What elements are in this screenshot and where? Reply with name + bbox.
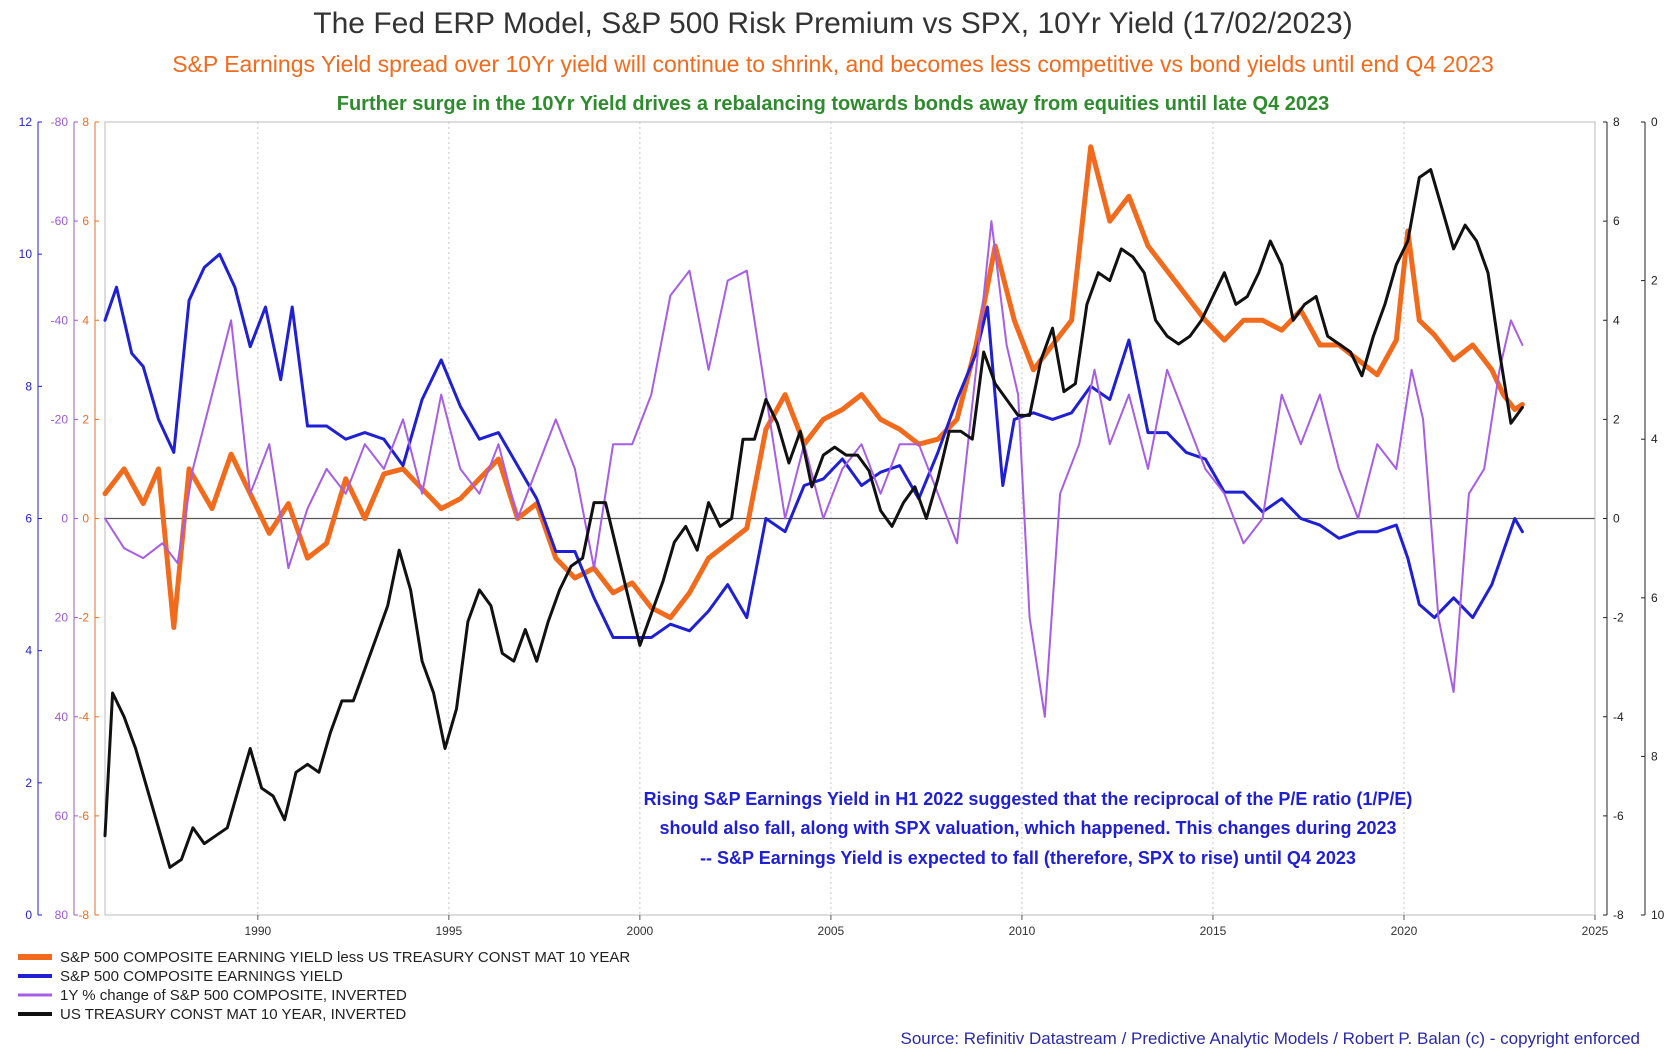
y-tick-label: 80 bbox=[55, 908, 69, 922]
y-tick-label: 2 bbox=[1651, 274, 1658, 288]
chart-subtitle: S&P Earnings Yield spread over 10Yr yiel… bbox=[172, 51, 1494, 77]
y-tick-label: 0 bbox=[61, 512, 68, 526]
y-tick-label: 8 bbox=[1651, 749, 1658, 763]
legend-label: 1Y % change of S&P 500 COMPOSITE, INVERT… bbox=[60, 987, 407, 1004]
x-tick-label: 2015 bbox=[1200, 924, 1227, 938]
series-line-111111 bbox=[103, 168, 1524, 869]
y-tick-label: -8 bbox=[78, 908, 89, 922]
legend-item: 1Y % change of S&P 500 COMPOSITE, INVERT… bbox=[18, 987, 407, 1004]
y-tick-label: -80 bbox=[51, 115, 69, 129]
y-tick-label: -2 bbox=[78, 611, 89, 625]
y-tick-label: 4 bbox=[82, 313, 89, 327]
y-tick-label: -6 bbox=[78, 809, 89, 823]
legend-label: US TREASURY CONST MAT 10 YEAR, INVERTED bbox=[60, 1006, 406, 1023]
annotation-line-1: Rising S&P Earnings Yield in H1 2022 sug… bbox=[644, 789, 1413, 809]
y-tick-label: 12 bbox=[19, 115, 33, 129]
y-tick-label: -2 bbox=[1613, 611, 1624, 625]
y-tick-label: 0 bbox=[25, 908, 32, 922]
y-tick-label: 10 bbox=[1651, 908, 1665, 922]
y-tick-label: 4 bbox=[1613, 313, 1620, 327]
y-tick-label: 2 bbox=[25, 776, 32, 790]
x-tick-label: 2005 bbox=[818, 924, 845, 938]
legend-label: S&P 500 COMPOSITE EARNING YIELD less US … bbox=[60, 949, 630, 966]
y-tick-label: 40 bbox=[55, 710, 69, 724]
y-tick-label: -6 bbox=[1613, 809, 1624, 823]
y-tick-label: 60 bbox=[55, 809, 69, 823]
y-tick-label: 0 bbox=[82, 512, 89, 526]
source-credit: Source: Refinitiv Datastream / Predictiv… bbox=[900, 1029, 1640, 1048]
series-line-f26a1b bbox=[102, 144, 1525, 630]
y-tick-label: 2 bbox=[1613, 412, 1620, 426]
y-tick-label: -4 bbox=[1613, 710, 1624, 724]
y-tick-label: 8 bbox=[25, 379, 32, 393]
x-tick-label: 1995 bbox=[435, 924, 462, 938]
x-tick-label: 1990 bbox=[244, 924, 271, 938]
y-tick-label: -40 bbox=[51, 313, 69, 327]
series-line-a65ee6 bbox=[104, 220, 1524, 718]
y-tick-label: 4 bbox=[25, 644, 32, 658]
x-tick-label: 2010 bbox=[1009, 924, 1036, 938]
x-tick-label: 2000 bbox=[627, 924, 654, 938]
y-tick-label: -20 bbox=[51, 412, 69, 426]
plot-area bbox=[102, 144, 1525, 869]
legend-item: S&P 500 COMPOSITE EARNINGS YIELD bbox=[18, 968, 343, 985]
y-tick-label: 8 bbox=[1613, 115, 1620, 129]
y-tick-label: 6 bbox=[25, 512, 32, 526]
legend-item: S&P 500 COMPOSITE EARNING YIELD less US … bbox=[18, 949, 630, 966]
series-line-1f1fd6 bbox=[103, 252, 1524, 639]
annotation-line-3: -- S&P Earnings Yield is expected to fal… bbox=[700, 848, 1356, 868]
y-tick-label: -8 bbox=[1613, 908, 1624, 922]
legend: S&P 500 COMPOSITE EARNING YIELD less US … bbox=[18, 949, 630, 1023]
y-tick-label: 0 bbox=[1613, 512, 1620, 526]
axes: 1990 1995 2000 2005 2010 2015 2020 202502468101… bbox=[19, 115, 1665, 938]
y-tick-label: 6 bbox=[1613, 214, 1620, 228]
y-tick-label: 8 bbox=[82, 115, 89, 129]
y-tick-label: -4 bbox=[78, 710, 89, 724]
y-tick-label: 0 bbox=[1651, 115, 1658, 129]
x-tick-label: 2025 bbox=[1582, 924, 1609, 938]
y-tick-label: 20 bbox=[55, 611, 69, 625]
annotation-line-2: should also fall, along with SPX valuati… bbox=[659, 818, 1396, 838]
y-tick-label: -60 bbox=[51, 214, 69, 228]
y-tick-label: 4 bbox=[1651, 432, 1658, 446]
legend-item: US TREASURY CONST MAT 10 YEAR, INVERTED bbox=[18, 1006, 406, 1023]
chart-title: The Fed ERP Model, S&P 500 Risk Premium … bbox=[313, 7, 1352, 40]
annotation: Rising S&P Earnings Yield in H1 2022 sug… bbox=[644, 789, 1413, 868]
y-tick-label: 10 bbox=[19, 247, 33, 261]
legend-label: S&P 500 COMPOSITE EARNINGS YIELD bbox=[60, 968, 343, 985]
y-tick-label: 6 bbox=[1651, 591, 1658, 605]
x-tick-label: 2020 bbox=[1391, 924, 1418, 938]
chart-subtitle-secondary: Further surge in the 10Yr Yield drives a… bbox=[337, 93, 1330, 115]
y-tick-label: 6 bbox=[82, 214, 89, 228]
y-tick-label: 2 bbox=[82, 412, 89, 426]
